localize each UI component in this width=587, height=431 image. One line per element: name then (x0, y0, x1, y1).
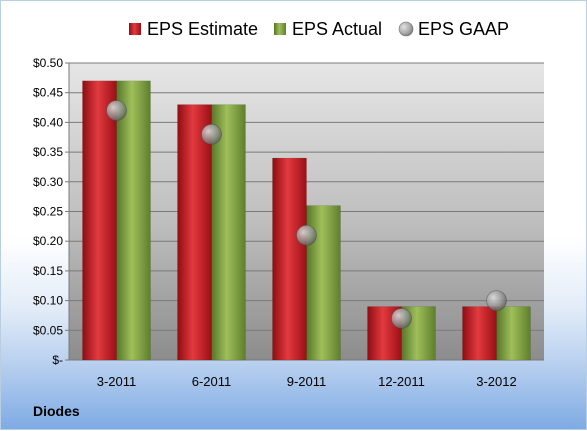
y-tick-label: $0.45 (33, 86, 63, 100)
legend: EPS Estimate EPS Actual EPS GAAP (129, 19, 509, 39)
gaap-markers (106, 100, 507, 329)
actual-bar (211, 104, 246, 361)
y-tick-label: $0.15 (33, 264, 63, 278)
y-tick-label: $0.35 (33, 145, 63, 159)
x-tick-label: 3-2011 (97, 374, 137, 389)
gaap-marker (486, 290, 507, 312)
legend-label: EPS Actual (292, 19, 382, 39)
legend-swatch (398, 21, 414, 37)
y-tick-label: $0.30 (33, 175, 63, 189)
actual-bar (116, 80, 151, 361)
gaap-marker (201, 123, 222, 145)
estimate-bar (82, 80, 117, 361)
gaap-marker (391, 308, 412, 329)
y-tick-label: $0.05 (33, 323, 63, 337)
actual-bar (496, 306, 531, 361)
legend-actual: EPS Actual (274, 19, 382, 39)
y-axis: $- $0.05 $0.10 $0.15 $0.20 $0.25 $0.30 $0.35 $0.… (33, 56, 70, 367)
x-axis: 3-2011 6-2011 9-2011 12-2011 3-2012 (97, 374, 517, 389)
company-name: Diodes (33, 403, 80, 419)
estimate-bar (272, 157, 307, 361)
estimate-bar (462, 306, 497, 361)
legend-label: EPS Estimate (147, 19, 258, 39)
y-tick-label: $0.25 (33, 205, 63, 219)
y-tick-label: $0.40 (33, 115, 63, 129)
legend-swatch (129, 23, 141, 35)
legend-swatch (274, 23, 286, 35)
x-tick-label: 3-2012 (476, 374, 516, 389)
gaap-marker (106, 100, 127, 121)
bars (82, 80, 531, 361)
y-tick-label: $0.50 (33, 56, 63, 70)
x-tick-label: 12-2011 (378, 374, 425, 389)
legend-estimate: EPS Estimate (129, 19, 258, 39)
y-tick-label: $0.10 (33, 294, 63, 308)
x-tick-label: 6-2011 (192, 374, 232, 389)
y-tick-label: $0.20 (33, 234, 63, 248)
x-tick-label: 9-2011 (287, 374, 327, 389)
legend-gaap: EPS GAAP (398, 19, 509, 39)
gaap-marker (296, 224, 317, 246)
y-tick-label: $- (52, 353, 63, 367)
estimate-bar (177, 104, 212, 361)
legend-label: EPS GAAP (418, 19, 509, 39)
